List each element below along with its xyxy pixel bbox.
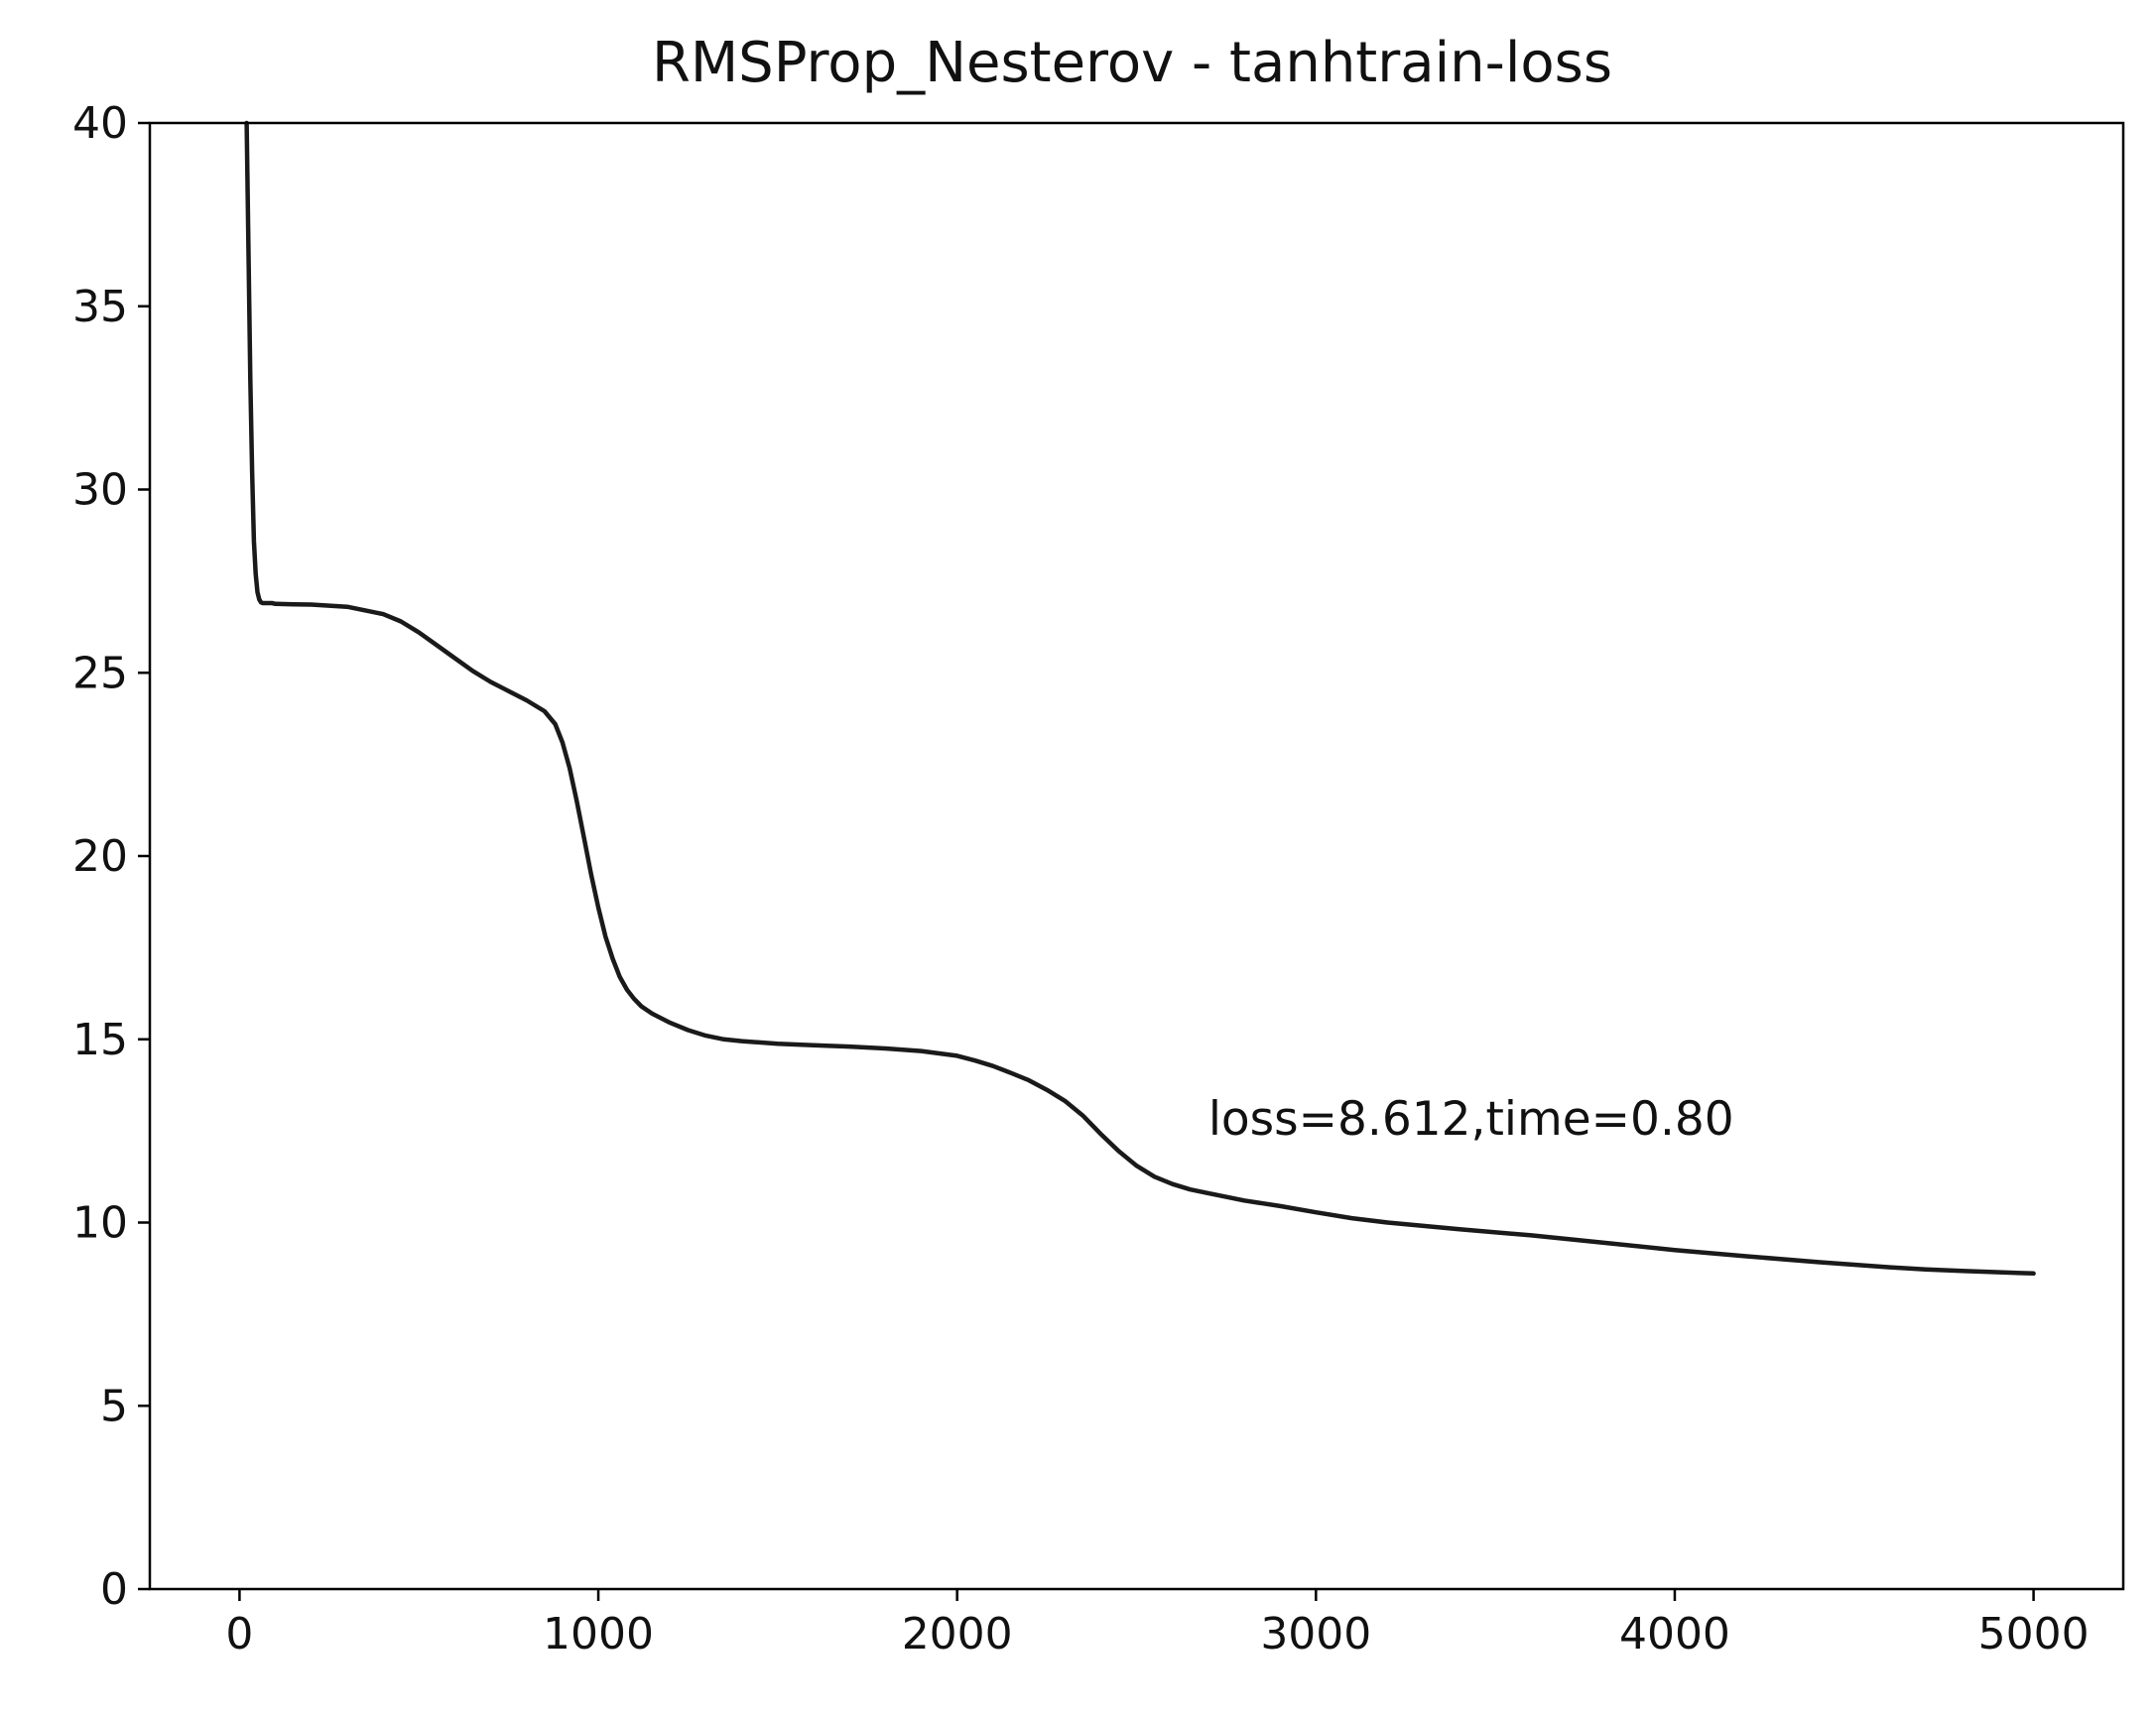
chart-title: RMSProp_Nesterov - tanhtrain-loss	[652, 31, 1612, 95]
plot-area-frame	[148, 121, 2125, 1591]
axis-ticks: 0 1000 2000 3000 4000 5000 0 5 10 15 20 25 30 35 40	[72, 98, 2090, 1659]
y-tick-label: 0	[100, 1564, 128, 1615]
y-tick-label: 20	[72, 831, 128, 882]
x-tick-label: 2000	[902, 1609, 1013, 1659]
y-tick-label: 15	[72, 1015, 128, 1065]
y-tick-label: 40	[72, 98, 128, 149]
y-tick-label: 10	[72, 1198, 128, 1249]
x-tick-label: 4000	[1619, 1609, 1730, 1659]
y-tick-label: 35	[72, 282, 128, 332]
x-tick-label: 3000	[1260, 1609, 1371, 1659]
x-tick-label: 5000	[1978, 1609, 2090, 1659]
x-tick-label: 0	[225, 1609, 253, 1659]
y-tick-label: 5	[100, 1381, 128, 1431]
loss-time-annotation: loss=8.612,time=0.80	[1208, 1092, 1734, 1147]
x-tick-label: 1000	[543, 1609, 654, 1659]
y-tick-label: 30	[72, 465, 128, 516]
y-tick-label: 25	[72, 648, 128, 698]
loss-series-line	[244, 120, 2036, 1277]
